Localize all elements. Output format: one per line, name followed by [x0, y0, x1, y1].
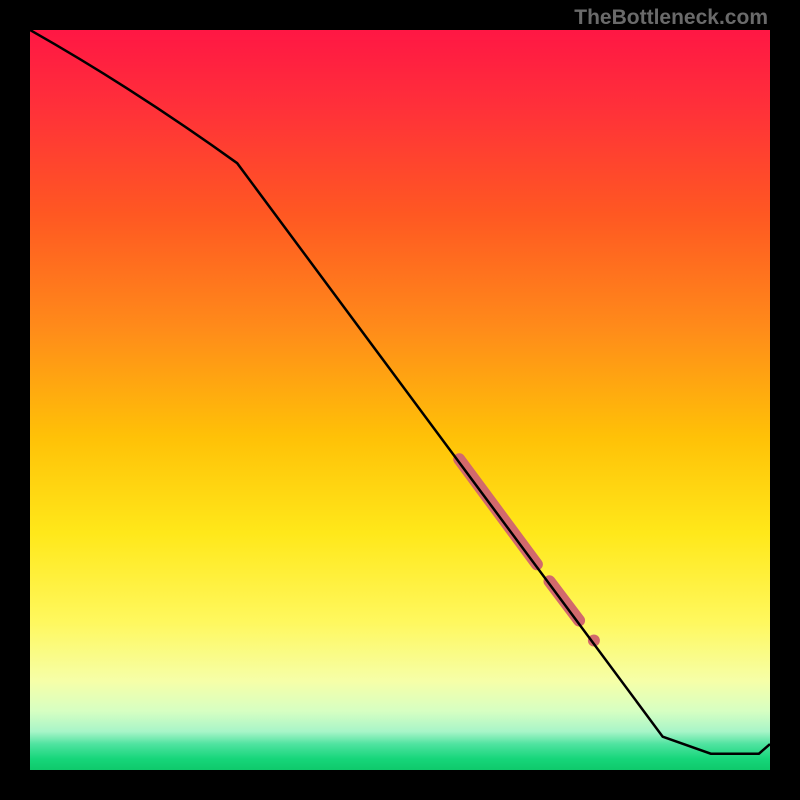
watermark-text: TheBottleneck.com: [574, 6, 768, 30]
gradient-background: [30, 30, 770, 770]
chart-container: TheBottleneck.com: [0, 0, 800, 800]
plot-area: [30, 30, 770, 770]
chart-svg: [30, 30, 770, 770]
